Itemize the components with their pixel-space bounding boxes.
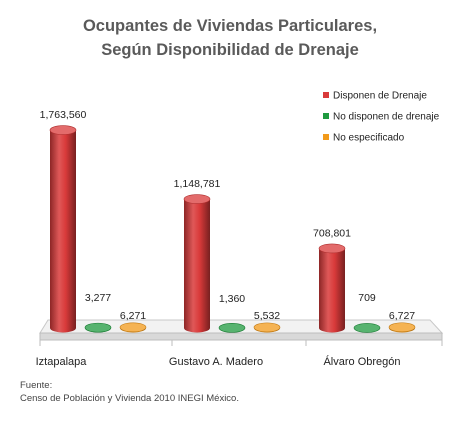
legend: Disponen de Drenaje No disponen de drenaj… (323, 91, 440, 144)
bar-body (184, 199, 210, 333)
bar-body (319, 248, 345, 333)
bar-no-disponen-de-drenaje-iztapalapa (84, 322, 112, 333)
bar-no-especificado-iztapalapa (119, 322, 147, 333)
data-label-no-disponen-de-drenaje-gustavo-a-madero: 1,360 (219, 293, 245, 305)
data-label-disponen-de-drenaje-gustavo-a-madero: 1,148,781 (174, 178, 221, 190)
chart-title: Ocupantes de Viviendas Particulares, (82, 17, 378, 35)
legend-swatch (323, 92, 329, 98)
legend-swatch (323, 113, 329, 119)
category-labels-group: Iztapalapa Gustavo A. Madero Álvaro Obregó… (36, 355, 401, 368)
bar-disponen-de-drenaje-gustavo-a-madero (183, 194, 211, 333)
bar-no-disponen-de-drenaje-gustavo-a-madero (218, 323, 246, 333)
bar-no-especificado-gustavo-a-madero (253, 322, 281, 333)
source-label: Fuente: (20, 380, 53, 391)
bar-no-especificado-alvaro-obregon (388, 322, 416, 333)
floor-front (39, 332, 443, 341)
data-label-disponen-de-drenaje-iztapalapa: 1,763,560 (40, 109, 87, 121)
source-note: Fuente: Censo de Población y Vivienda 20… (20, 379, 239, 405)
category-label-iztapalapa: Iztapalapa (36, 356, 88, 368)
data-label-no-disponen-de-drenaje-alvaro-obregon: 709 (358, 292, 376, 304)
data-label-no-especificado-iztapalapa: 6,271 (120, 310, 146, 322)
data-label-no-especificado-gustavo-a-madero: 5,532 (254, 310, 280, 322)
legend-label: No especificado (333, 133, 405, 144)
bar-top (388, 322, 416, 333)
data-label-disponen-de-drenaje-alvaro-obregon: 708,801 (313, 227, 351, 239)
legend-label: Disponen de Drenaje (333, 91, 427, 102)
chart-subtitle: Según Disponibilidad de Drenaje (101, 41, 359, 59)
bar-no-disponen-de-drenaje-alvaro-obregon (353, 323, 381, 333)
data-labels-group: 1,763,560 3,277 6,271 1,148,781 1,360 5,532 70… (40, 109, 416, 322)
bar-disponen-de-drenaje-iztapalapa (49, 125, 77, 333)
bar-top (84, 322, 112, 333)
bar-top (218, 323, 246, 333)
bar-body (50, 130, 76, 333)
bar-top (49, 125, 77, 135)
bar-top (318, 243, 346, 254)
category-label-alvaro-obregon: Álvaro Obregón (323, 355, 400, 368)
data-label-no-especificado-alvaro-obregon: 6,727 (389, 310, 415, 322)
category-label-gustavo-a-madero: Gustavo A. Madero (169, 356, 263, 368)
legend-swatch (323, 134, 329, 140)
bar-disponen-de-drenaje-alvaro-obregon (318, 243, 346, 333)
bar-top (183, 194, 211, 204)
legend-item-no-disponen-de-drenaje: No disponen de drenaje (323, 112, 440, 123)
data-label-no-disponen-de-drenaje-iztapalapa: 3,277 (85, 292, 111, 304)
legend-item-disponen-de-drenaje: Disponen de Drenaje (323, 91, 427, 102)
bar-top (353, 323, 381, 333)
bar-top (253, 322, 281, 333)
bar-top (119, 322, 147, 333)
source-text: Censo de Población y Vivienda 2010 INEGI… (20, 393, 239, 404)
legend-label: No disponen de drenaje (333, 112, 440, 123)
legend-item-no-especificado: No especificado (323, 133, 405, 144)
chart-title-block: Ocupantes de Viviendas Particulares, Seg… (0, 14, 460, 62)
bars-group (49, 125, 416, 333)
